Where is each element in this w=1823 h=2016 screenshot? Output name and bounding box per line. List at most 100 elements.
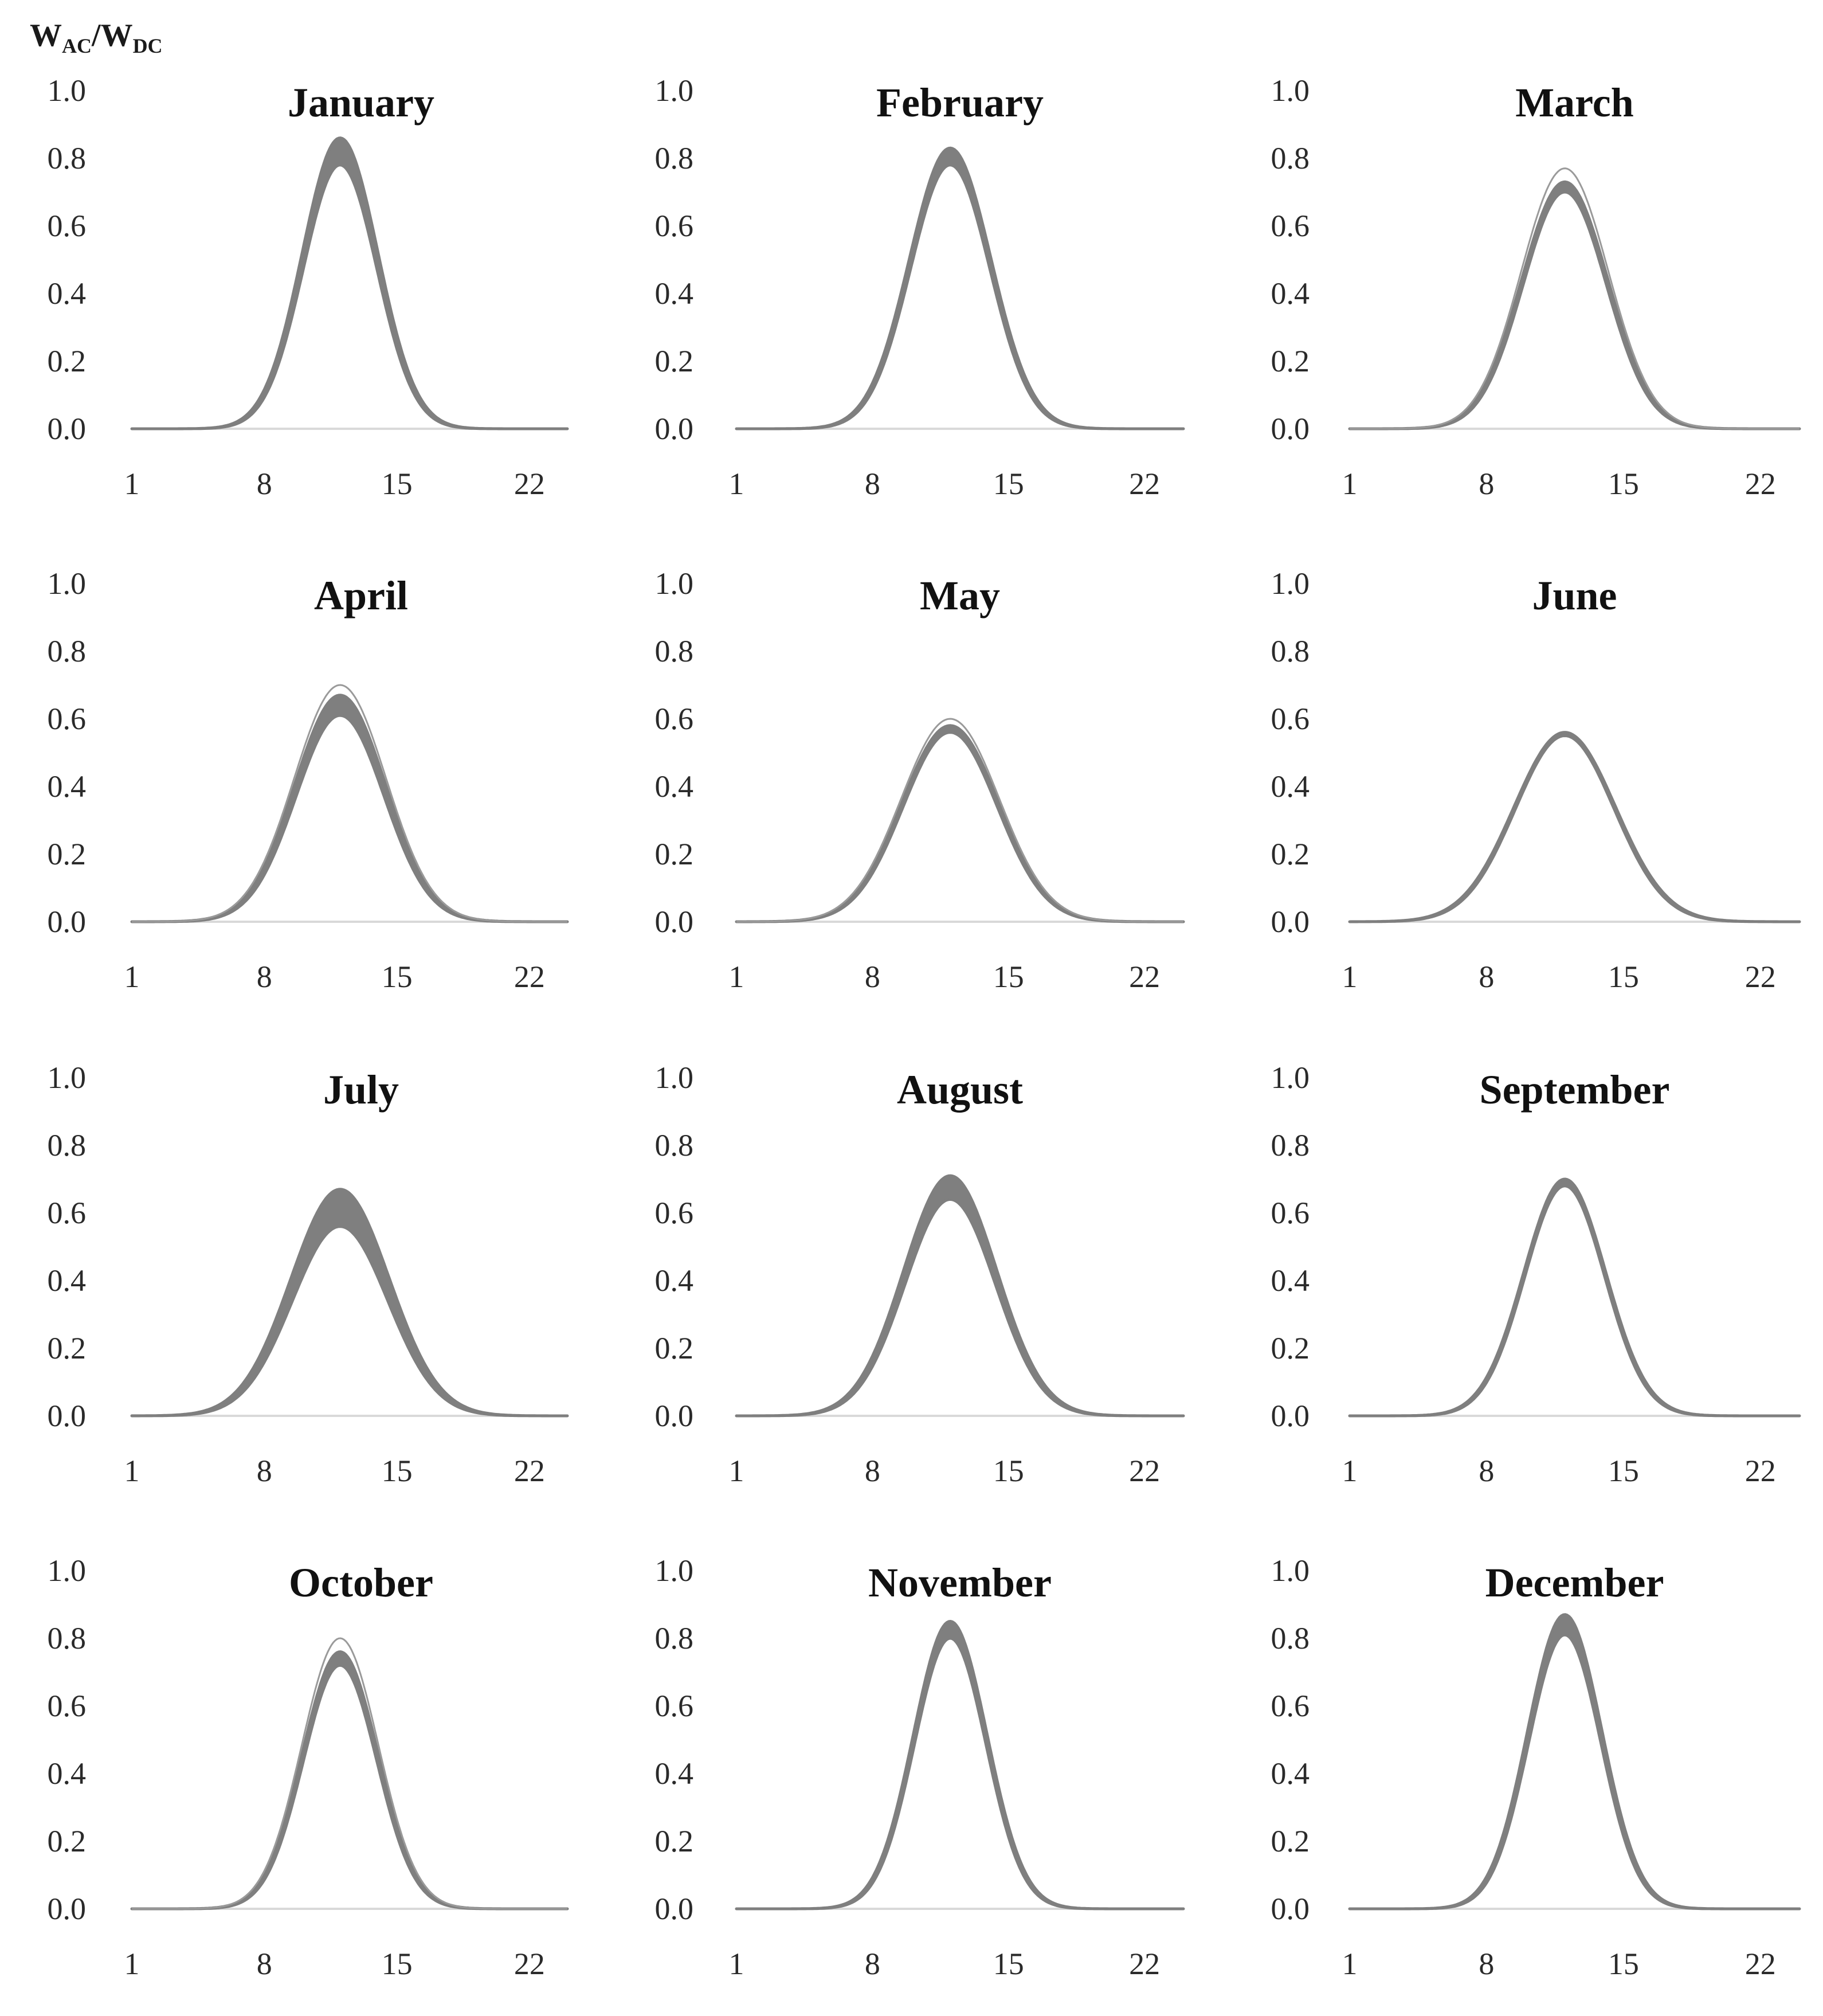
curve-band (130, 694, 569, 923)
y-tick-label: 0.4 (655, 769, 694, 804)
y-tick-label: 0.6 (655, 1196, 694, 1230)
curve-band (735, 1620, 1185, 1911)
y-tick-label: 0.8 (1271, 1621, 1310, 1655)
x-tick-label: 15 (382, 1454, 413, 1488)
panel-title: November (868, 1560, 1052, 1606)
y-tick-label: 0.2 (655, 1331, 694, 1365)
outlier-curve (1350, 167, 1800, 430)
x-tick-label: 15 (1608, 467, 1639, 501)
x-tick-label: 15 (993, 960, 1024, 994)
panel-title: July (323, 1067, 399, 1113)
curve-band (1348, 180, 1801, 430)
panel-october: 0.0 0.2 0.4 0.6 0.8 1.0 1 8 15 22 October (48, 1553, 569, 1981)
y-tick-label: 0.4 (655, 1263, 694, 1298)
x-tick-label: 22 (1129, 960, 1160, 994)
y-tick-label: 0.8 (1271, 634, 1310, 668)
y-tick-label: 1.0 (48, 566, 87, 601)
curve-band (735, 724, 1185, 923)
x-tick-label: 15 (1608, 1947, 1639, 1981)
x-tick-label: 1 (729, 1947, 744, 1981)
y-tick-label: 0.6 (1271, 1196, 1310, 1230)
curve-band (130, 1188, 569, 1418)
outlier-curve (132, 1637, 567, 1910)
x-tick-label: 15 (993, 1454, 1024, 1488)
y-tick-label: 0.0 (655, 1892, 694, 1926)
panel-december: 0.0 0.2 0.4 0.6 0.8 1.0 1 8 15 22 December (1271, 1553, 1801, 1981)
x-tick-label: 1 (1342, 1947, 1358, 1981)
y-tick-label: 1.0 (1271, 73, 1310, 108)
y-tick-label: 0.6 (48, 702, 87, 736)
x-tick-label: 22 (1129, 467, 1160, 501)
y-tick-label: 0.2 (48, 837, 87, 871)
x-tick-label: 8 (1479, 1947, 1494, 1981)
panel-april: 0.0 0.2 0.4 0.6 0.8 1.0 1 8 15 22 April (48, 566, 569, 994)
y-tick-label: 0.8 (655, 1128, 694, 1162)
y-tick-label: 1.0 (1271, 1553, 1310, 1588)
x-tick-label: 8 (865, 1947, 880, 1981)
x-tick-label: 1 (1342, 960, 1358, 994)
x-tick-label: 8 (257, 1454, 272, 1488)
panel-august: 0.0 0.2 0.4 0.6 0.8 1.0 1 8 15 22 August (655, 1060, 1185, 1488)
x-tick-label: 15 (993, 467, 1024, 501)
panel-june: 0.0 0.2 0.4 0.6 0.8 1.0 1 8 15 22 June (1271, 566, 1801, 994)
y-tick-label: 0.0 (48, 412, 87, 446)
y-tick-label: 0.4 (48, 1756, 87, 1791)
y-tick-label: 1.0 (1271, 1060, 1310, 1095)
panel-title: June (1532, 573, 1617, 618)
y-tick-label: 0.8 (48, 1128, 87, 1162)
y-tick-label: 0.0 (1271, 905, 1310, 939)
x-tick-label: 8 (1479, 467, 1494, 501)
y-tick-label: 0.6 (48, 1196, 87, 1230)
x-tick-label: 15 (1608, 1454, 1639, 1488)
x-tick-label: 22 (514, 467, 545, 501)
panel-title: August (897, 1067, 1023, 1113)
y-tick-label: 0.6 (48, 209, 87, 243)
y-tick-label: 1.0 (1271, 566, 1310, 601)
curve-band (1348, 1613, 1801, 1911)
x-tick-label: 1 (729, 960, 744, 994)
y-tick-label: 0.4 (655, 276, 694, 311)
y-tick-label: 1.0 (48, 1060, 87, 1095)
panel-title: May (920, 573, 1000, 618)
x-tick-label: 8 (257, 960, 272, 994)
y-tick-label: 0.4 (1271, 1263, 1310, 1298)
y-tick-label: 0.4 (1271, 1756, 1310, 1791)
panel-may: 0.0 0.2 0.4 0.6 0.8 1.0 1 8 15 22 May (655, 566, 1185, 994)
panel-january: 0.0 0.2 0.4 0.6 0.8 1.0 1 8 15 22 January (48, 73, 569, 501)
y-tick-label: 1.0 (48, 1553, 87, 1588)
y-tick-label: 0.6 (1271, 209, 1310, 243)
y-tick-label: 0.6 (1271, 702, 1310, 736)
x-tick-label: 8 (865, 1454, 880, 1488)
panel-november: 0.0 0.2 0.4 0.6 0.8 1.0 1 8 15 22 November (655, 1553, 1185, 1981)
y-tick-label: 0.0 (655, 905, 694, 939)
x-tick-label: 1 (124, 960, 140, 994)
panel-title: March (1515, 80, 1634, 126)
x-tick-label: 15 (382, 1947, 413, 1981)
x-tick-label: 15 (382, 467, 413, 501)
panel-title: December (1485, 1560, 1664, 1606)
curve-band (130, 136, 569, 430)
panel-july: 0.0 0.2 0.4 0.6 0.8 1.0 1 8 15 22 July (48, 1060, 569, 1488)
y-tick-label: 0.8 (48, 634, 87, 668)
y-tick-label: 0.0 (48, 1892, 87, 1926)
curve-band (735, 1174, 1185, 1418)
y-tick-label: 0.0 (655, 1399, 694, 1433)
y-tick-label: 0.8 (1271, 1128, 1310, 1162)
curve-band (1348, 1177, 1801, 1418)
x-tick-label: 22 (1745, 1947, 1776, 1981)
y-tick-label: 0.2 (1271, 1331, 1310, 1365)
x-tick-label: 8 (1479, 960, 1494, 994)
x-tick-label: 1 (1342, 467, 1358, 501)
y-tick-label: 0.8 (1271, 141, 1310, 175)
y-tick-label: 0.8 (655, 634, 694, 668)
panel-title: January (288, 80, 434, 126)
y-tick-label: 1.0 (48, 73, 87, 108)
x-tick-label: 1 (124, 1454, 140, 1488)
y-tick-label: 0.4 (48, 1263, 87, 1298)
curve-band (735, 146, 1185, 430)
y-tick-label: 0.2 (48, 1824, 87, 1858)
x-tick-label: 22 (1129, 1947, 1160, 1981)
x-tick-label: 8 (865, 960, 880, 994)
y-tick-label: 0.0 (1271, 1399, 1310, 1433)
